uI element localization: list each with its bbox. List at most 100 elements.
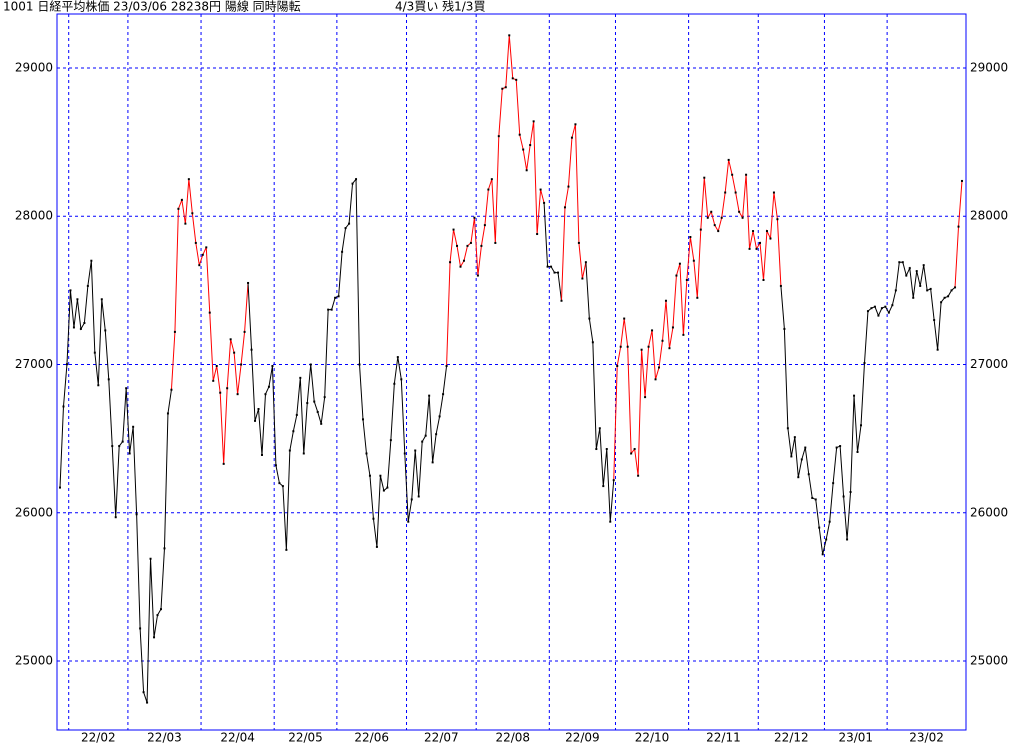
point (159, 608, 162, 611)
point (222, 462, 225, 465)
point (170, 388, 173, 391)
point (358, 363, 361, 366)
point (473, 216, 476, 219)
point (720, 216, 723, 219)
x-tick-label: 22/12 (774, 731, 809, 745)
point (525, 169, 528, 172)
point (142, 691, 145, 694)
point (403, 452, 406, 455)
point (678, 262, 681, 265)
point (577, 241, 580, 244)
point (713, 224, 716, 227)
point (901, 261, 904, 264)
point (640, 348, 643, 351)
point (536, 233, 539, 236)
point (365, 452, 368, 455)
point (344, 227, 347, 230)
point (146, 701, 149, 704)
point (842, 495, 845, 498)
x-tick-label: 22/05 (288, 731, 323, 745)
point (375, 545, 378, 548)
point (779, 284, 782, 287)
point (940, 301, 943, 304)
y-tick-label: 25000 (15, 654, 53, 668)
point (389, 439, 392, 442)
point (100, 298, 103, 301)
point (595, 448, 598, 451)
point (438, 415, 441, 418)
x-tick-label: 22/10 (635, 731, 670, 745)
point (832, 482, 835, 485)
point (581, 277, 584, 280)
point (288, 449, 291, 452)
x-tick-label: 22/04 (220, 731, 255, 745)
point (557, 271, 560, 274)
point (570, 136, 573, 139)
point (880, 307, 883, 310)
point (807, 473, 810, 476)
point (139, 627, 142, 630)
point (873, 305, 876, 308)
point (943, 296, 946, 299)
point (511, 77, 514, 80)
point (79, 327, 82, 330)
point (452, 228, 455, 231)
point (696, 296, 699, 299)
point (313, 400, 316, 403)
point (191, 212, 194, 215)
point (295, 413, 298, 416)
point (821, 553, 824, 556)
point (180, 198, 183, 201)
plot-frame (56, 13, 967, 731)
point (361, 418, 364, 421)
point (515, 78, 518, 81)
point (891, 304, 894, 307)
point (271, 364, 274, 367)
point (887, 311, 890, 314)
point (285, 548, 288, 551)
point (783, 327, 786, 330)
point (480, 244, 483, 247)
point (476, 274, 479, 277)
x-tick-label: 23/01 (838, 731, 873, 745)
point (731, 173, 734, 176)
y2-tick-label: 27000 (970, 357, 1008, 371)
point (522, 148, 525, 151)
point (738, 210, 741, 213)
point (706, 216, 709, 219)
point (243, 330, 246, 333)
point (898, 261, 901, 264)
point (748, 247, 751, 250)
point (487, 188, 490, 191)
point (682, 333, 685, 336)
point (692, 259, 695, 262)
point (414, 449, 417, 452)
point (870, 307, 873, 310)
point (759, 241, 762, 244)
point (341, 250, 344, 253)
point (456, 244, 459, 247)
x-tick-label: 22/06 (354, 731, 389, 745)
point (560, 299, 563, 302)
point (661, 339, 664, 342)
x-tick-label: 23/02 (909, 731, 944, 745)
point (125, 387, 128, 390)
point (929, 287, 932, 290)
point (128, 452, 131, 455)
y2-tick-label: 26000 (970, 505, 1008, 519)
point (644, 396, 647, 399)
point (612, 479, 615, 482)
x-tick-label: 22/09 (565, 731, 600, 745)
point (156, 614, 159, 617)
point (793, 436, 796, 439)
point (915, 270, 918, 273)
point (118, 445, 121, 448)
point (675, 274, 678, 277)
point (316, 410, 319, 413)
point (717, 230, 720, 233)
point (166, 412, 169, 415)
point (926, 289, 929, 292)
point (741, 216, 744, 219)
point (494, 241, 497, 244)
